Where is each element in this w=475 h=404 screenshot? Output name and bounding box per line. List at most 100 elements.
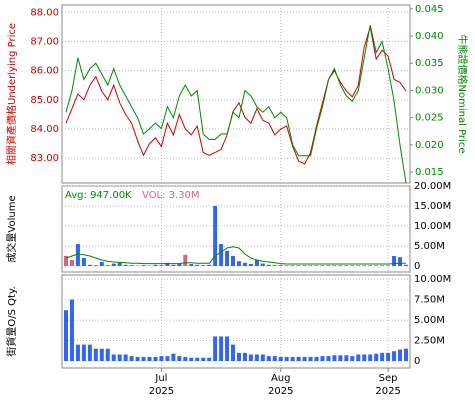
bar <box>326 265 330 266</box>
bar <box>368 354 372 361</box>
bar <box>100 349 104 361</box>
bar <box>171 265 175 266</box>
bar <box>326 356 330 361</box>
bar <box>219 244 223 266</box>
y2-tick-label: 0.040 <box>415 31 444 42</box>
bar <box>350 265 354 266</box>
y-tick-label: 20.00M <box>414 181 451 192</box>
bar <box>183 255 187 266</box>
bar <box>404 265 408 266</box>
bar <box>124 265 128 266</box>
bar <box>153 357 157 361</box>
bar <box>124 354 128 361</box>
y-tick-label: 87.00 <box>30 36 59 47</box>
bar <box>350 356 354 361</box>
bar <box>338 355 342 361</box>
bar <box>398 257 402 266</box>
bar <box>338 265 342 266</box>
bar <box>88 345 92 361</box>
bar <box>392 256 396 266</box>
bar <box>255 354 259 361</box>
bar <box>213 336 217 361</box>
bar <box>142 265 146 266</box>
bar <box>320 265 324 266</box>
bar <box>291 357 295 361</box>
bar <box>261 264 265 266</box>
bar <box>285 265 289 266</box>
bar <box>297 265 301 266</box>
bar <box>159 265 163 266</box>
y-axis-title: 成交量Volume <box>5 195 18 262</box>
bar <box>94 265 98 266</box>
bar <box>82 345 86 361</box>
bar <box>225 336 229 361</box>
bar <box>303 265 307 266</box>
bar <box>386 353 390 361</box>
x-tick-label: Aug <box>271 373 291 384</box>
x-tick-label: Jul <box>154 373 167 384</box>
y-tick-label: 10.00M <box>414 221 451 232</box>
bar <box>285 357 289 361</box>
x-tick-label: Sep <box>379 373 398 384</box>
y2-tick-label: 0.015 <box>415 167 444 178</box>
y2-tick-label: 0.030 <box>415 85 444 96</box>
bar <box>404 349 408 361</box>
bar <box>159 356 163 361</box>
bar <box>76 244 80 266</box>
plot-frame <box>62 275 410 368</box>
bar <box>243 353 247 361</box>
x-tick-sublabel: 2025 <box>375 386 400 397</box>
bar <box>195 265 199 266</box>
y-tick-label: 0 <box>414 356 420 367</box>
bar <box>189 264 193 266</box>
y2-tick-label: 0.045 <box>415 4 444 15</box>
bar <box>309 357 313 361</box>
bar <box>76 345 80 361</box>
bar <box>118 263 122 266</box>
y-tick-label: 83.00 <box>30 153 59 164</box>
y-tick-label: 88.00 <box>30 7 59 18</box>
bar <box>106 349 110 361</box>
x-tick-sublabel: 2025 <box>149 386 174 397</box>
bar <box>231 256 235 266</box>
y2-tick-label: 0.025 <box>415 113 444 124</box>
bar <box>344 265 348 266</box>
avg-text: Avg: 947.00K <box>65 190 132 201</box>
bar <box>118 354 122 361</box>
bar <box>309 265 313 266</box>
vol-text: VOL: 3.30M <box>142 190 200 201</box>
y-tick-label: 10.00M <box>414 274 451 285</box>
bar <box>368 265 372 266</box>
bar <box>106 265 110 266</box>
y-axis-title: 街貨量O/S Qty. <box>5 286 18 356</box>
bar <box>189 358 193 361</box>
bar <box>362 354 366 361</box>
bar <box>207 358 211 361</box>
bar <box>273 356 277 361</box>
bar <box>279 357 283 361</box>
bar <box>177 356 181 361</box>
bar <box>320 356 324 361</box>
y-tick-label: 5.00M <box>414 315 445 326</box>
bar <box>356 354 360 361</box>
bar <box>344 355 348 361</box>
bar <box>148 357 152 361</box>
bar <box>267 356 271 361</box>
bar <box>332 265 336 266</box>
y-tick-label: 15.00M <box>414 201 451 212</box>
bar <box>315 265 319 266</box>
bar <box>82 258 86 266</box>
bar <box>297 357 301 361</box>
bar <box>279 265 283 266</box>
bar <box>195 358 199 361</box>
y-tick-label: 85.00 <box>30 95 59 106</box>
bar <box>201 358 205 361</box>
bar <box>315 357 319 361</box>
bar <box>165 356 169 361</box>
bar <box>183 357 187 361</box>
bar <box>332 355 336 361</box>
bar <box>231 345 235 361</box>
bar <box>237 353 241 361</box>
y2-axis-title: 牛熊證價格Nominal Price <box>456 35 469 154</box>
